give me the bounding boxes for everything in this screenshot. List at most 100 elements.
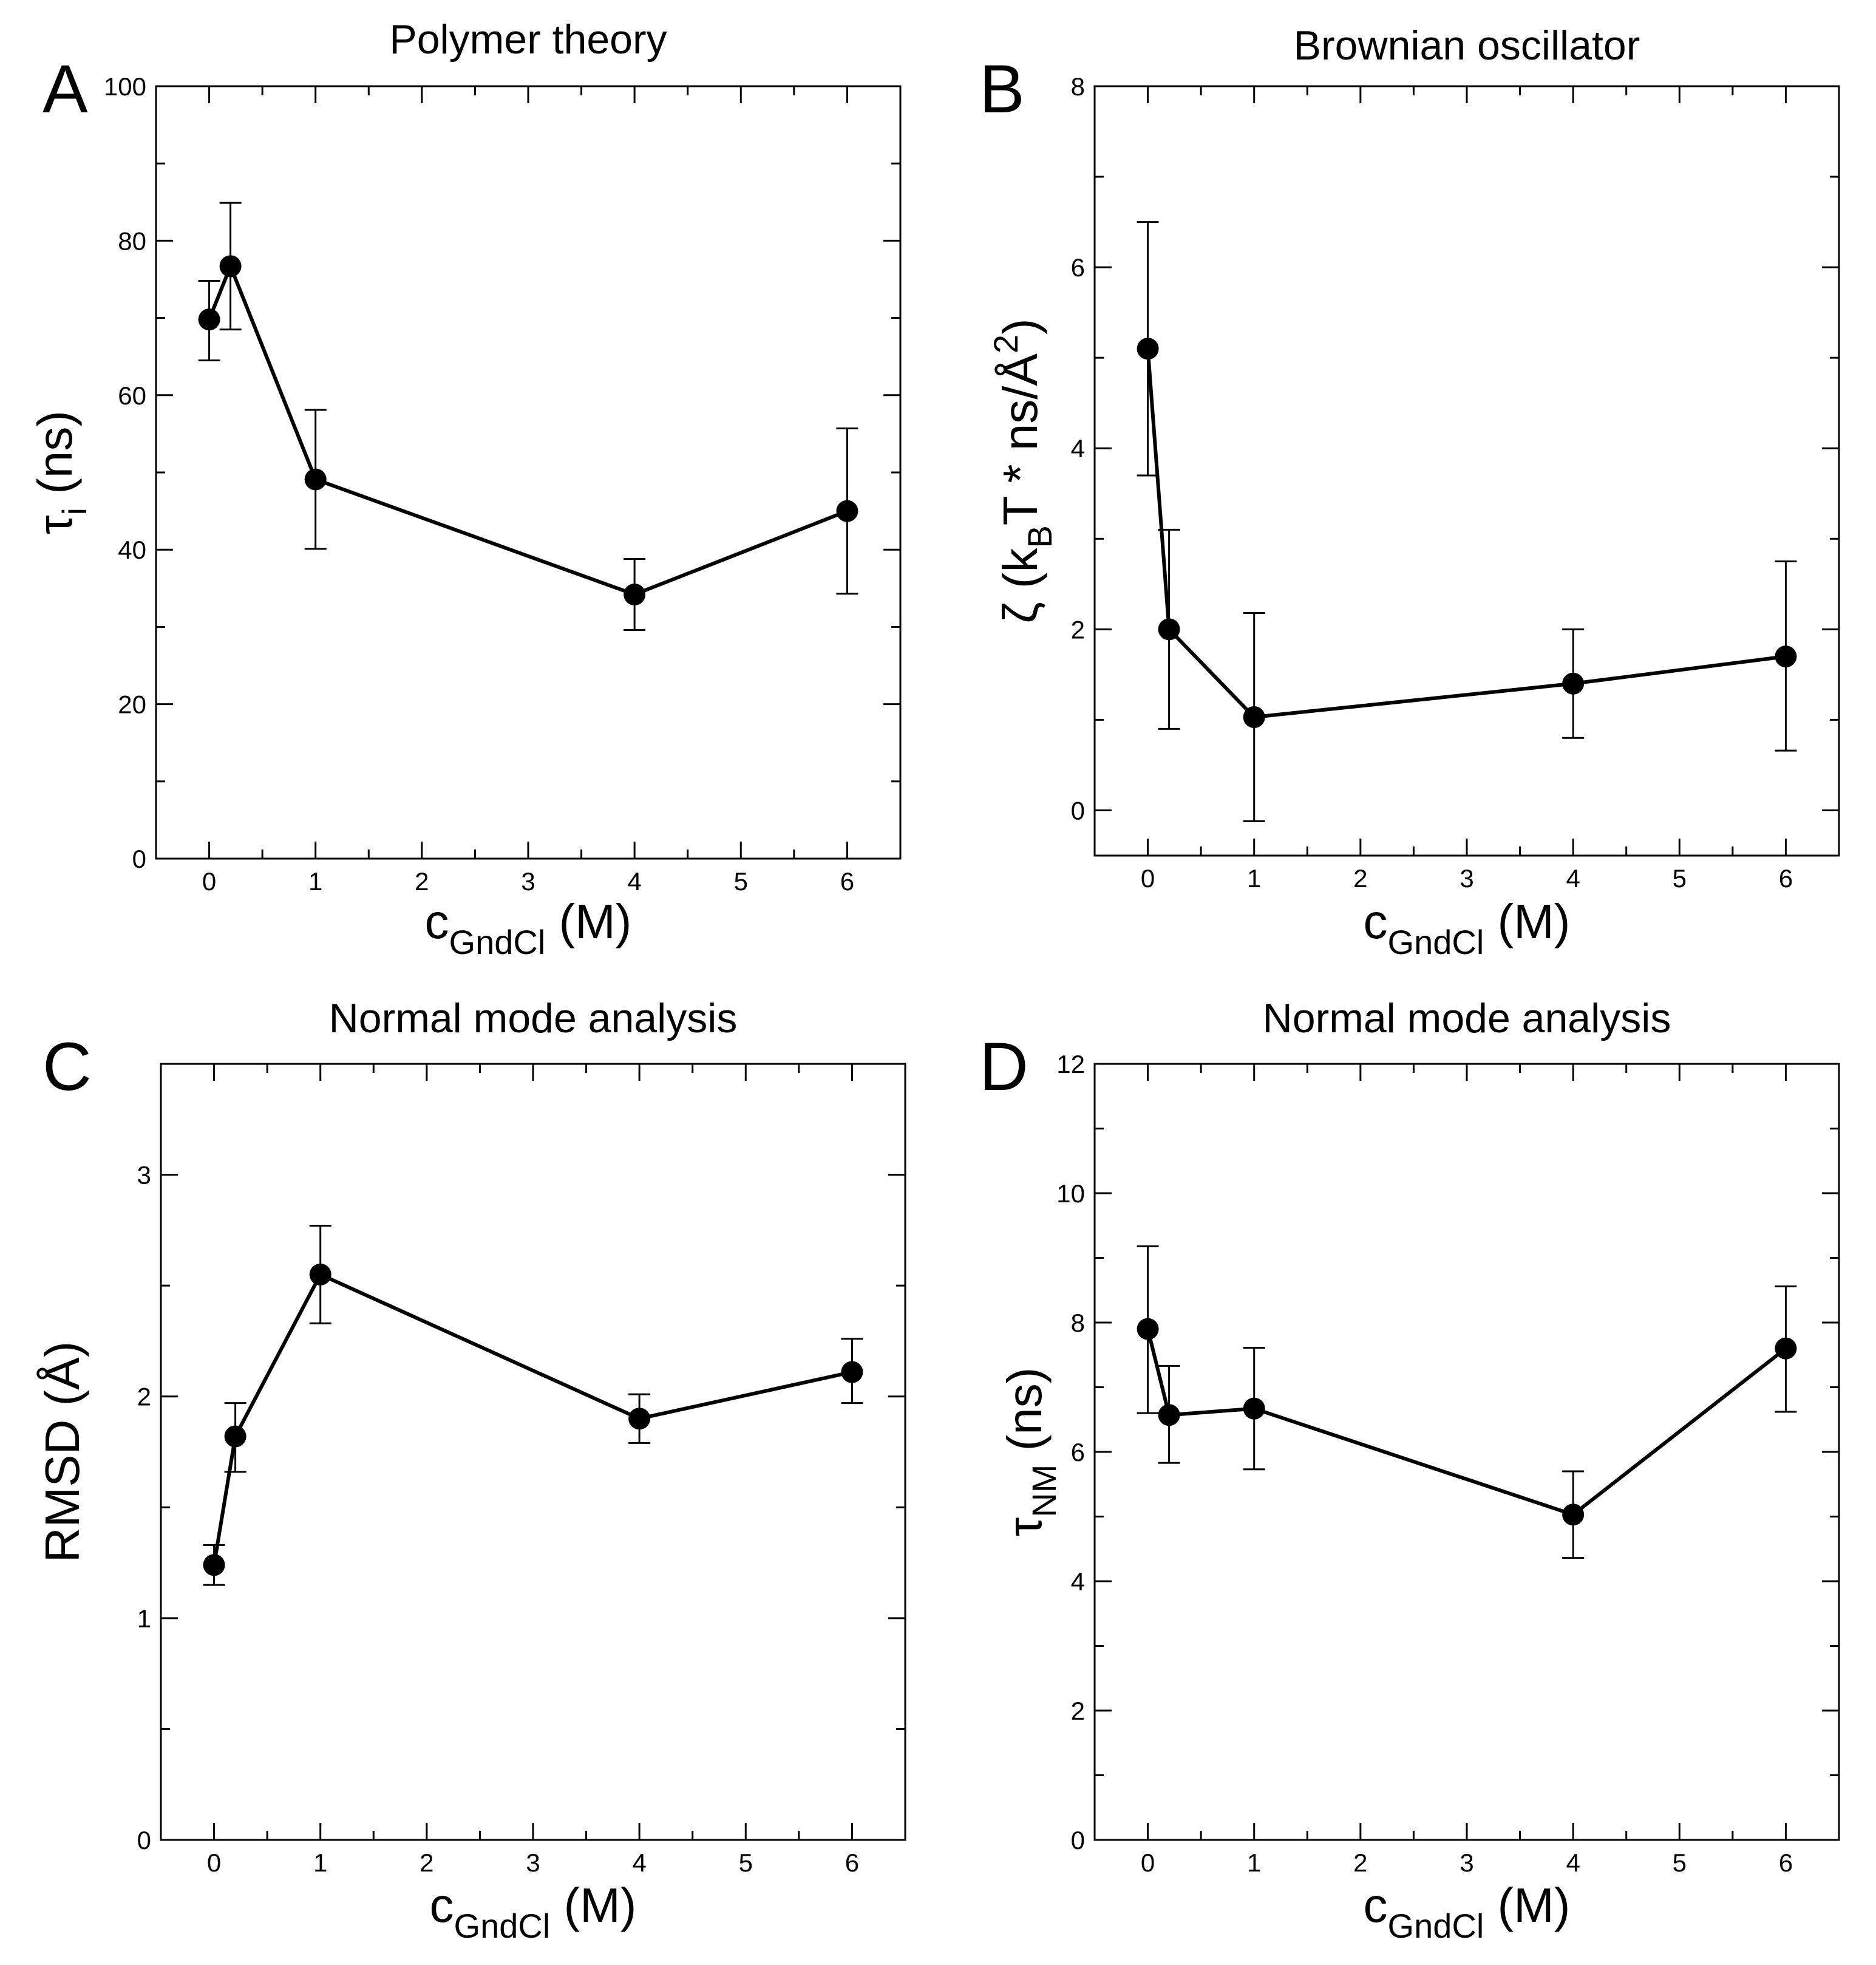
x-tick-label: 1: [1247, 864, 1261, 893]
y-tick-label: 0: [1071, 1826, 1085, 1854]
data-point: [203, 1554, 225, 1576]
y-tick-label: 80: [118, 226, 146, 255]
y-tick-label: 8: [1071, 1309, 1085, 1337]
y-tick-label: 4: [1071, 434, 1085, 463]
x-axis-label-base: c: [1364, 1878, 1388, 1932]
x-tick-label: 3: [526, 1848, 540, 1877]
panel-letter: D: [979, 1029, 1028, 1105]
x-tick-label: 3: [521, 867, 535, 896]
data-point: [1158, 1404, 1180, 1426]
y-tick-label: 10: [1056, 1179, 1085, 1208]
y-axis-label: τi (ns): [28, 410, 93, 534]
x-tick-label: 0: [1141, 864, 1155, 893]
y-tick-label: 12: [1056, 1050, 1085, 1078]
y-tick-label: 3: [137, 1161, 151, 1190]
y-tick-label: 6: [1071, 1438, 1085, 1466]
panel-title: Polymer theory: [389, 16, 667, 63]
x-tick-label: 2: [415, 867, 429, 896]
x-tick-label: 1: [313, 1848, 327, 1877]
series-line: [212, 1272, 853, 1565]
x-tick-label: 4: [1566, 1848, 1580, 1877]
y-tick-label: 60: [118, 381, 146, 410]
y-tick-label: 0: [1071, 796, 1085, 825]
x-axis-label: cGndCl (M): [425, 894, 632, 961]
data-point: [628, 1408, 651, 1430]
panel-letter: C: [42, 1029, 92, 1105]
data-point: [1137, 338, 1159, 360]
y-tick-label: 100: [104, 72, 146, 101]
series-line: [207, 261, 848, 597]
series-line: [1146, 349, 1786, 720]
x-tick-label: 6: [1779, 864, 1793, 893]
x-axis-label-base: c: [1364, 894, 1388, 948]
data-point: [1562, 672, 1585, 695]
data-point: [309, 1263, 331, 1286]
data-point: [1775, 645, 1797, 668]
x-axis-label-unit: (M): [1484, 1878, 1570, 1932]
data-point: [1562, 1504, 1585, 1526]
series-line: [1146, 1328, 1787, 1517]
x-axis-label: cGndCl (M): [1364, 894, 1571, 961]
x-axis-label-base: c: [430, 1878, 454, 1932]
x-axis-label-base: c: [425, 894, 449, 948]
x-axis-label-subscript: GndCl: [1388, 1907, 1484, 1945]
y-tick-label: 40: [118, 536, 146, 564]
panel-b: Brownian oscillator B 0 1 2 3 4 5 6 0 2 4 6 8 cGndCl (…: [979, 22, 1840, 961]
data-point: [224, 1425, 246, 1448]
panel-title: Normal mode analysis: [329, 995, 738, 1041]
y-tick-label: 2: [1071, 615, 1085, 644]
x-tick-label: 5: [739, 1848, 753, 1877]
x-axis-label-unit: (M): [545, 894, 631, 948]
x-tick-label: 4: [632, 1848, 646, 1877]
x-axis-label: cGndCl (M): [1364, 1878, 1571, 1945]
y-tick-label: 20: [118, 690, 146, 719]
x-tick-label: 5: [734, 867, 748, 896]
data-point: [1243, 1397, 1265, 1420]
data-point: [1243, 706, 1265, 728]
x-axis-label-subscript: GndCl: [449, 923, 546, 961]
y-tick-label: 1: [137, 1604, 151, 1633]
x-tick-label: 2: [1353, 1848, 1367, 1877]
y-tick-label: 8: [1071, 72, 1085, 101]
y-tick-label: 0: [132, 845, 146, 873]
data-point: [841, 1361, 863, 1383]
plot-frame: [160, 1063, 906, 1841]
y-axis-label: τNM (ns): [997, 1367, 1063, 1537]
data-point: [304, 468, 327, 491]
x-tick-label: 2: [420, 1848, 433, 1877]
data-point: [198, 308, 220, 331]
x-tick-label: 5: [1673, 1848, 1687, 1877]
panel-letter: B: [979, 51, 1025, 127]
x-axis-label-subscript: GndCl: [454, 1907, 551, 1945]
x-tick-label: 3: [1460, 1848, 1473, 1877]
y-tick-label: 6: [1071, 253, 1085, 282]
panel-title: Normal mode analysis: [1263, 995, 1671, 1041]
data-point: [1137, 1318, 1159, 1340]
data-point: [836, 500, 858, 522]
y-tick-label: 2: [1071, 1697, 1085, 1725]
y-axis-label: ζ (kBT * ns/Å2): [987, 318, 1059, 623]
x-axis-label: cGndCl (M): [430, 1878, 637, 1945]
y-tick-label: 4: [1071, 1567, 1085, 1596]
data-point: [219, 255, 242, 278]
data-point: [624, 583, 646, 605]
data-point: [1158, 618, 1180, 641]
panel-letter: A: [42, 51, 88, 127]
plot-frame: [1093, 1063, 1840, 1841]
y-tick-label: 0: [137, 1826, 151, 1854]
x-tick-label: 6: [840, 867, 854, 896]
x-tick-label: 4: [627, 867, 641, 896]
x-tick-label: 3: [1460, 864, 1473, 893]
x-tick-label: 1: [308, 867, 322, 896]
x-axis-label-unit: (M): [550, 1878, 636, 1932]
data-point: [1775, 1337, 1797, 1360]
plot-frame: [155, 85, 902, 860]
plot-frame: [1093, 85, 1840, 857]
x-tick-label: 0: [202, 867, 216, 896]
x-tick-label: 0: [1141, 1848, 1155, 1877]
x-tick-label: 4: [1566, 864, 1580, 893]
